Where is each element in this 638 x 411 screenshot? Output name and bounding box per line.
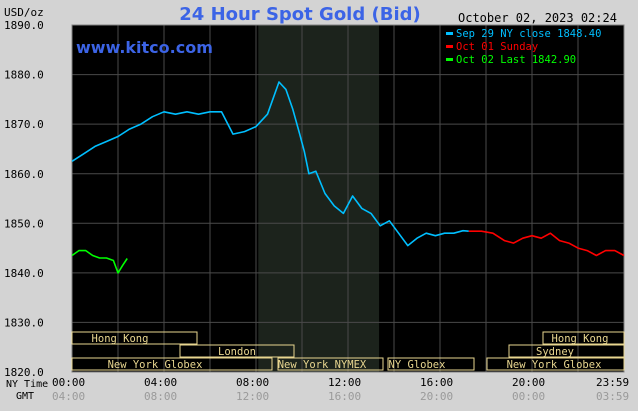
y-tick-label: 1880.0 <box>4 69 44 82</box>
x-tick-gmt: 20:00 <box>420 390 453 403</box>
legend-label-ny-close: Sep 29 NY close 1848.40 <box>456 28 601 40</box>
session-sydney: Sydney <box>508 344 625 358</box>
session-hong-kong-2: Hong Kong <box>542 331 625 345</box>
session-new-york-globex: New York Globex <box>71 357 273 371</box>
plot-border <box>71 24 625 373</box>
series-line-1 <box>468 230 625 257</box>
x-tick-ny: 04:00 <box>144 376 177 389</box>
x-tick-gmt: 00:00 <box>512 390 545 403</box>
x-tick-ny: 20:00 <box>512 376 545 389</box>
svg-text:Sydney: Sydney <box>536 346 574 358</box>
grid <box>71 24 625 373</box>
y-tick-label: 1860.0 <box>4 168 44 181</box>
session-new-york-globex-2: New York Globex <box>486 357 625 371</box>
svg-text:New York NYMEX: New York NYMEX <box>278 359 367 371</box>
legend-swatch-last <box>446 58 453 61</box>
legend-label-sunday: Oct 01 Sunday <box>456 41 538 53</box>
series-group <box>71 81 625 274</box>
nymex-session-highlight <box>258 25 380 372</box>
datetime-stamp: October 02, 2023 02:24 <box>458 11 617 25</box>
svg-text:NY Globex: NY Globex <box>389 359 446 371</box>
ny-time-axis-label: NY Time <box>6 379 48 390</box>
series-line-2 <box>71 249 128 274</box>
svg-text:New York Globex: New York Globex <box>108 359 203 371</box>
y-unit-label: USD/oz <box>4 6 44 19</box>
x-tick-ny: 12:00 <box>328 376 361 389</box>
series-line-0 <box>71 81 469 247</box>
session-new-york-nymex: New York NYMEX <box>277 357 384 371</box>
y-tick-label: 1820.0 <box>4 366 44 379</box>
x-axis-ticks: 00:00 04:00 08:00 12:00 16:00 20:00 23:5… <box>52 376 629 403</box>
site-watermark: www.kitco.com <box>76 38 213 57</box>
session-bars: Hong Kong London New York Globex New Yor… <box>71 331 625 371</box>
y-tick-label: 1890.0 <box>4 19 44 32</box>
svg-text:Hong Kong: Hong Kong <box>552 333 609 345</box>
svg-text:Hong Kong: Hong Kong <box>92 333 149 345</box>
svg-text:New York Globex: New York Globex <box>507 359 602 371</box>
x-tick-ny: 23:59 <box>596 376 629 389</box>
legend: Sep 29 NY close 1848.40 Oct 01 Sunday Oc… <box>446 28 601 66</box>
session-ny-globex: NY Globex <box>387 357 475 371</box>
y-tick-label: 1850.0 <box>4 217 44 230</box>
x-tick-gmt: 16:00 <box>328 390 361 403</box>
chart-title: 24 Hour Spot Gold (Bid) <box>179 4 420 25</box>
svg-text:London: London <box>218 346 256 358</box>
session-london: London <box>179 344 295 358</box>
session-hong-kong: Hong Kong <box>71 331 198 345</box>
y-tick-label: 1870.0 <box>4 118 44 131</box>
x-tick-gmt: 08:00 <box>144 390 177 403</box>
gmt-axis-label: GMT <box>16 391 34 402</box>
y-tick-label: 1840.0 <box>4 267 44 280</box>
x-tick-ny: 00:00 <box>52 376 85 389</box>
legend-swatch-ny-close <box>446 32 453 35</box>
legend-label-last: Oct 02 Last 1842.90 <box>456 54 576 66</box>
x-tick-gmt: 12:00 <box>236 390 269 403</box>
x-tick-gmt: 04:00 <box>52 390 85 403</box>
y-axis-ticks: 1890.0 1880.0 1870.0 1860.0 1850.0 1840.… <box>4 19 44 379</box>
x-tick-ny: 16:00 <box>420 376 453 389</box>
legend-swatch-sunday <box>446 45 453 48</box>
x-tick-gmt: 03:59 <box>596 390 629 403</box>
x-tick-ny: 08:00 <box>236 376 269 389</box>
y-tick-label: 1830.0 <box>4 317 44 330</box>
